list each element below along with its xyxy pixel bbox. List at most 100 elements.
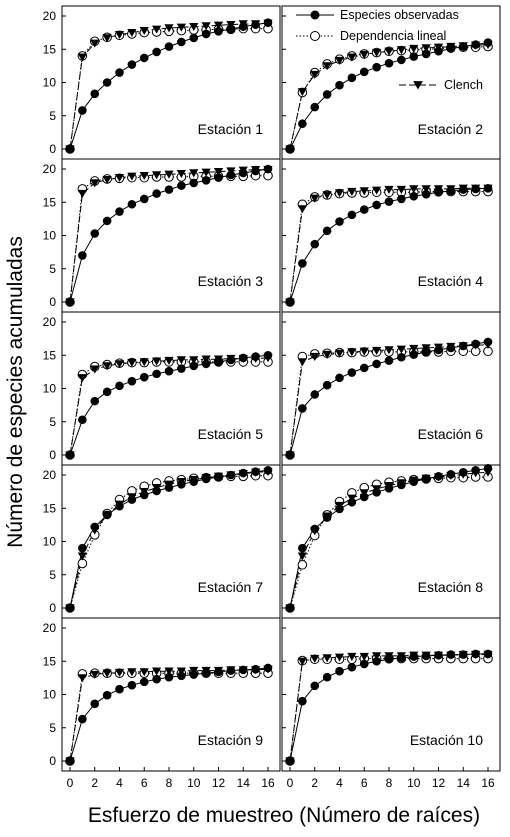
point-especies-observadas — [384, 654, 394, 664]
point-especies-observadas — [471, 184, 480, 194]
point-clench — [421, 185, 431, 194]
y-tick-label: 15 — [43, 501, 57, 515]
point-especies-observadas — [335, 504, 344, 514]
station-label: Estación 3 — [198, 273, 264, 289]
point-especies-observadas — [90, 522, 100, 532]
y-tick-label: 0 — [49, 754, 56, 768]
point-clench — [102, 362, 112, 371]
point-especies-observadas — [189, 670, 199, 679]
point-clench — [176, 667, 186, 676]
y-tick-label: 10 — [43, 382, 57, 396]
x-tick-label: 6 — [141, 776, 148, 790]
x-tick-label: 16 — [481, 776, 495, 790]
x-tick-label: 8 — [386, 776, 393, 790]
point-especies-observadas — [238, 468, 248, 478]
x-tick-label: 10 — [187, 776, 201, 790]
point-clench — [176, 356, 186, 365]
point-especies-observadas — [152, 189, 161, 198]
point-especies-observadas — [65, 603, 75, 613]
point-clench — [384, 47, 394, 56]
x-tick-label: 6 — [361, 776, 368, 790]
point-especies-observadas — [359, 67, 369, 77]
y-tick-label: 5 — [49, 415, 56, 429]
point-especies-observadas — [152, 486, 161, 496]
point-clench — [77, 189, 87, 198]
x-tick-label: 10 — [407, 776, 421, 790]
point-clench — [310, 654, 320, 663]
point-especies-observadas — [139, 53, 149, 63]
point-especies-observadas — [421, 651, 431, 661]
point-especies-observadas — [397, 653, 406, 663]
y-tick-label: 10 — [43, 76, 57, 90]
point-clench — [90, 365, 100, 374]
point-especies-observadas — [263, 466, 273, 475]
point-especies-observadas — [115, 381, 124, 391]
point-especies-observadas — [201, 359, 211, 369]
point-especies-observadas — [335, 80, 344, 90]
panel-7: 0 5 10 15 20 Estación 7 — [43, 464, 281, 619]
y-tick-label: 10 — [43, 229, 57, 243]
point-especies-observadas — [384, 356, 394, 365]
point-clench — [152, 667, 162, 676]
point-especies-observadas — [421, 347, 431, 357]
panel-10: 0 2 4 6 8 10 12 14 16 Estación 10 — [281, 617, 501, 790]
point-especies-observadas — [483, 183, 493, 193]
point-especies-observadas — [347, 210, 357, 220]
panel-3: 0 5 10 15 20 Estación 3 — [43, 158, 281, 313]
point-clench — [152, 357, 162, 366]
x-tick-label: 8 — [166, 776, 173, 790]
point-especies-observadas — [251, 352, 260, 361]
point-especies-observadas — [214, 357, 223, 367]
point-especies-observadas — [90, 699, 100, 709]
panel-5: 0 5 10 15 20 Estación 5 — [43, 311, 281, 466]
legend-label-dependencia-lineal: Dependencia lineal — [340, 29, 446, 43]
point-clench — [297, 657, 307, 666]
point-especies-observadas — [115, 207, 124, 216]
point-clench — [189, 22, 199, 32]
y-tick-label: 0 — [49, 295, 56, 309]
point-especies-observadas — [214, 472, 223, 482]
point-clench — [322, 191, 332, 200]
point-clench — [201, 355, 211, 364]
point-clench — [114, 173, 125, 183]
point-especies-observadas — [434, 187, 443, 197]
point-clench — [127, 668, 137, 677]
point-especies-observadas — [214, 667, 223, 677]
x-tick-label: 4 — [116, 776, 123, 790]
point-especies-observadas — [458, 341, 468, 351]
legend-label-especies-observadas: Especies observadas — [340, 8, 459, 22]
point-clench — [310, 352, 320, 361]
point-especies-observadas — [359, 659, 369, 669]
point-especies-observadas — [347, 497, 357, 507]
point-clench — [90, 179, 100, 188]
point-especies-observadas — [189, 361, 199, 371]
panel-frame — [281, 311, 501, 466]
y-axis-title: Número de especies acumuladas — [4, 236, 27, 548]
point-especies-observadas — [310, 524, 320, 534]
point-clench — [396, 46, 406, 55]
panel-frame — [281, 158, 501, 313]
point-clench — [77, 674, 87, 683]
point-clench — [77, 374, 87, 383]
point-especies-observadas — [189, 178, 199, 188]
point-especies-observadas — [446, 470, 456, 479]
point-especies-observadas — [458, 185, 468, 194]
point-clench — [77, 53, 87, 62]
point-especies-observadas — [201, 176, 211, 185]
y-tick-label: 15 — [43, 654, 57, 668]
point-especies-observadas — [322, 226, 332, 236]
y-tick-label: 20 — [43, 9, 57, 23]
x-tick-label: 12 — [212, 776, 226, 790]
point-clench — [359, 50, 369, 59]
point-clench — [347, 652, 357, 661]
point-especies-observadas — [115, 68, 124, 77]
point-especies-observadas — [285, 297, 295, 307]
point-clench — [297, 88, 307, 97]
point-clench — [90, 39, 100, 48]
point-clench — [176, 169, 186, 179]
point-especies-observadas — [263, 350, 273, 360]
point-especies-observadas — [90, 89, 100, 99]
station-label: Estación 9 — [198, 732, 264, 748]
point-especies-observadas — [446, 44, 456, 53]
point-clench — [334, 653, 345, 662]
